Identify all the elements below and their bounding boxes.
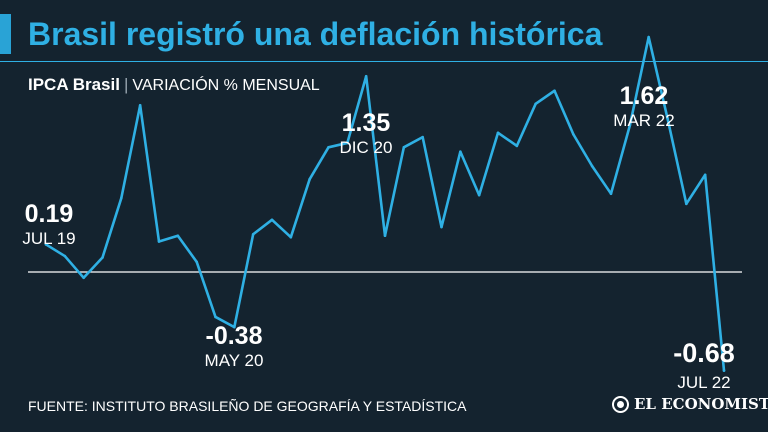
data-point bbox=[685, 202, 688, 206]
data-point bbox=[477, 193, 481, 197]
callout-date: DIC 20 bbox=[339, 138, 393, 157]
data-point bbox=[402, 146, 406, 149]
data-point bbox=[214, 315, 217, 319]
data-point bbox=[44, 243, 48, 246]
chart-subtitle: IPCA Brasil | VARIACIÓN % MENSUAL bbox=[28, 74, 320, 97]
data-point bbox=[195, 260, 198, 264]
data-point bbox=[496, 131, 500, 135]
data-point bbox=[383, 234, 387, 238]
data-point bbox=[666, 117, 669, 120]
callout-value: -0.38 bbox=[205, 322, 263, 350]
title-accent-bar bbox=[0, 14, 11, 54]
data-point bbox=[647, 35, 650, 39]
data-point bbox=[609, 192, 613, 195]
chart-series-name: IPCA Brasil bbox=[28, 75, 120, 94]
data-point bbox=[63, 254, 67, 258]
data-point bbox=[628, 124, 632, 127]
page-title: Brasil registró una deflación histórica bbox=[28, 16, 603, 52]
callout-value: 1.62 bbox=[619, 82, 669, 110]
data-point bbox=[421, 135, 424, 139]
data-point bbox=[553, 89, 556, 93]
data-point bbox=[722, 369, 726, 372]
callout-date: MAR 22 bbox=[613, 111, 675, 130]
data-point bbox=[138, 103, 142, 107]
data-point bbox=[572, 132, 575, 136]
subtitle-separator: | bbox=[123, 75, 129, 94]
data-point bbox=[459, 150, 462, 153]
title-divider bbox=[0, 61, 768, 62]
callout-dic20: 1.35 DIC 20 bbox=[326, 109, 406, 157]
data-point bbox=[157, 240, 161, 243]
data-point bbox=[270, 218, 274, 222]
chart-unit-label: VARIACIÓN % MENSUAL bbox=[132, 77, 320, 94]
data-point bbox=[346, 141, 349, 145]
callout-jul19: 0.19 JUL 19 bbox=[14, 200, 84, 248]
data-point bbox=[308, 177, 311, 181]
data-point bbox=[703, 173, 707, 177]
publisher-logo: EL ECONOMISTA bbox=[612, 395, 768, 413]
callout-may20: -0.38 MAY 20 bbox=[194, 322, 274, 370]
data-point bbox=[176, 234, 180, 238]
callout-jul22: -0.68 JUL 22 bbox=[655, 338, 753, 392]
data-point bbox=[327, 146, 330, 149]
data-point bbox=[534, 102, 537, 106]
data-point bbox=[82, 276, 85, 280]
data-point bbox=[120, 196, 123, 200]
logo-text: EL ECONOMISTA bbox=[634, 395, 768, 413]
logo-icon bbox=[612, 395, 629, 413]
data-point bbox=[289, 235, 293, 239]
data-point bbox=[590, 164, 594, 168]
callout-value: 1.35 bbox=[341, 109, 391, 137]
callout-value: -0.68 bbox=[673, 338, 735, 368]
data-point bbox=[440, 225, 443, 229]
data-point bbox=[251, 233, 255, 236]
callout-date: JUL 19 bbox=[22, 229, 76, 248]
data-point bbox=[515, 144, 519, 148]
source-note: FUENTE: INSTITUTO BRASILEÑO DE GEOGRAFÍA… bbox=[28, 398, 467, 414]
data-point bbox=[233, 325, 236, 329]
callout-date: MAY 20 bbox=[204, 351, 264, 370]
callout-value: 0.19 bbox=[24, 200, 74, 228]
data-point bbox=[101, 256, 104, 259]
callout-date: JUL 22 bbox=[677, 373, 731, 392]
data-point bbox=[364, 74, 368, 78]
callout-mar22: 1.62 MAR 22 bbox=[604, 82, 684, 130]
